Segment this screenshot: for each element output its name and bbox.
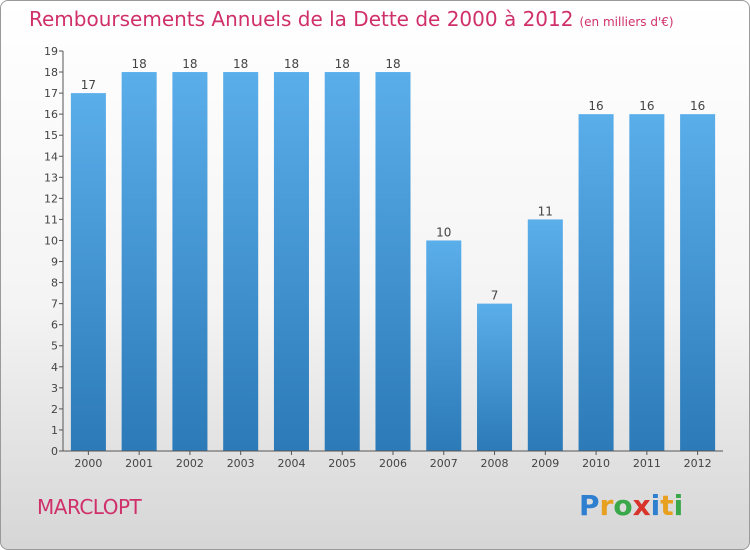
logo-letter: o (613, 489, 633, 522)
y-tick-label: 17 (44, 87, 58, 100)
logo-letter: P (579, 489, 600, 522)
x-tick-label-2006: 2006 (379, 457, 407, 470)
chart-title: Remboursements Annuels de la Dette de 20… (29, 7, 674, 31)
y-tick-label: 2 (51, 403, 58, 416)
logo-letter: i (650, 489, 661, 522)
bar-2010 (578, 114, 614, 451)
y-tick-label: 9 (51, 256, 58, 269)
y-tick-label: 1 (51, 424, 58, 437)
logo-letter: i (673, 489, 684, 522)
bar-2011 (629, 114, 665, 451)
y-tick-label: 4 (51, 361, 58, 374)
y-tick-label: 15 (44, 129, 58, 142)
logo-letter: x (632, 489, 651, 522)
bar-2005 (324, 72, 360, 451)
x-tick-label-2002: 2002 (176, 457, 204, 470)
data-label-2000: 17 (81, 78, 96, 92)
data-label-2011: 16 (639, 99, 654, 113)
y-tick-label: 18 (44, 66, 58, 79)
x-axis: 2000 2001 2002 2003 2004 2005 2006 2007 2008 2009… (63, 450, 723, 470)
y-tick-label: 8 (51, 277, 58, 290)
data-label-2012: 16 (690, 99, 705, 113)
data-label-2009: 11 (538, 204, 553, 218)
x-tick-label-2012: 2012 (684, 457, 712, 470)
x-tick-label-2003: 2003 (227, 457, 255, 470)
data-label-2004: 18 (284, 57, 299, 71)
y-tick-label: 12 (44, 192, 58, 205)
y-tick-label: 10 (44, 234, 58, 247)
x-tick-label-2001: 2001 (125, 457, 153, 470)
commune-name: MARCLOPT (37, 495, 142, 519)
y-tick-label: 6 (51, 319, 58, 332)
x-tick-label-2005: 2005 (328, 457, 356, 470)
proxiti-logo: Proxiti (579, 489, 683, 522)
y-tick-label: 14 (44, 150, 58, 163)
bar-2002 (172, 72, 208, 451)
chart-unit: (en milliers d'€) (579, 15, 674, 29)
y-tick-label: 13 (44, 171, 58, 184)
y-tick-label: 11 (44, 213, 58, 226)
x-tick-label-2000: 2000 (74, 457, 102, 470)
y-tick-label: 0 (51, 445, 58, 458)
logo-letter: t (660, 489, 674, 522)
chart-title-text: Remboursements Annuels de la Dette de 20… (29, 7, 574, 31)
bar-2007 (426, 240, 462, 451)
bar-2001 (121, 72, 157, 451)
bar-2012 (680, 114, 716, 451)
logo-letter: r (599, 489, 614, 522)
bars: 17 18 18 18 18 18 18 10 7 11 16 16 16 (70, 57, 716, 452)
y-tick-label: 7 (51, 298, 58, 311)
data-label-2008: 7 (491, 289, 499, 303)
data-label-2005: 18 (335, 57, 350, 71)
x-tick-label-2008: 2008 (481, 457, 509, 470)
bar-2008 (477, 303, 513, 451)
bar-2009 (527, 219, 563, 451)
data-label-2003: 18 (233, 57, 248, 71)
x-tick-label-2007: 2007 (430, 457, 458, 470)
data-label-2010: 16 (588, 99, 603, 113)
bar-2003 (223, 72, 259, 451)
y-tick-label: 3 (51, 382, 58, 395)
bar-2006 (375, 72, 411, 451)
data-label-2007: 10 (436, 225, 451, 239)
bar-2000 (70, 93, 106, 452)
y-tick-label: 16 (44, 108, 58, 121)
bar-2004 (273, 72, 309, 451)
data-label-2002: 18 (182, 57, 197, 71)
x-tick-label-2010: 2010 (582, 457, 610, 470)
x-tick-label-2009: 2009 (531, 457, 559, 470)
x-tick-label-2011: 2011 (633, 457, 661, 470)
y-tick-label: 19 (44, 45, 58, 58)
y-tick-label: 5 (51, 340, 58, 353)
data-label-2006: 18 (385, 57, 400, 71)
x-tick-label-2004: 2004 (277, 457, 305, 470)
data-label-2001: 18 (132, 57, 147, 71)
